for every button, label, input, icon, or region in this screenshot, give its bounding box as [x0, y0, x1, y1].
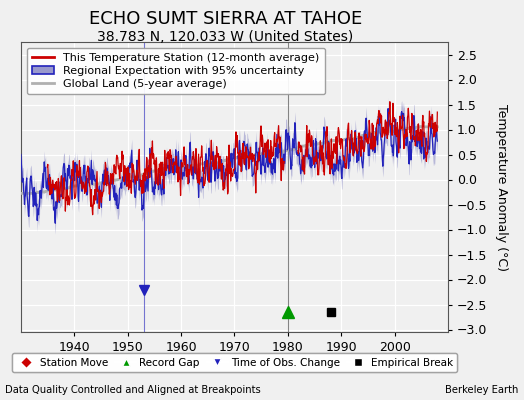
- Text: ECHO SUMT SIERRA AT TAHOE: ECHO SUMT SIERRA AT TAHOE: [89, 10, 362, 28]
- Text: 38.783 N, 120.033 W (United States): 38.783 N, 120.033 W (United States): [97, 30, 354, 44]
- Legend: Station Move, Record Gap, Time of Obs. Change, Empirical Break: Station Move, Record Gap, Time of Obs. C…: [12, 354, 457, 372]
- Text: Berkeley Earth: Berkeley Earth: [445, 385, 519, 395]
- Text: Data Quality Controlled and Aligned at Breakpoints: Data Quality Controlled and Aligned at B…: [5, 385, 261, 395]
- Y-axis label: Temperature Anomaly (°C): Temperature Anomaly (°C): [495, 104, 508, 270]
